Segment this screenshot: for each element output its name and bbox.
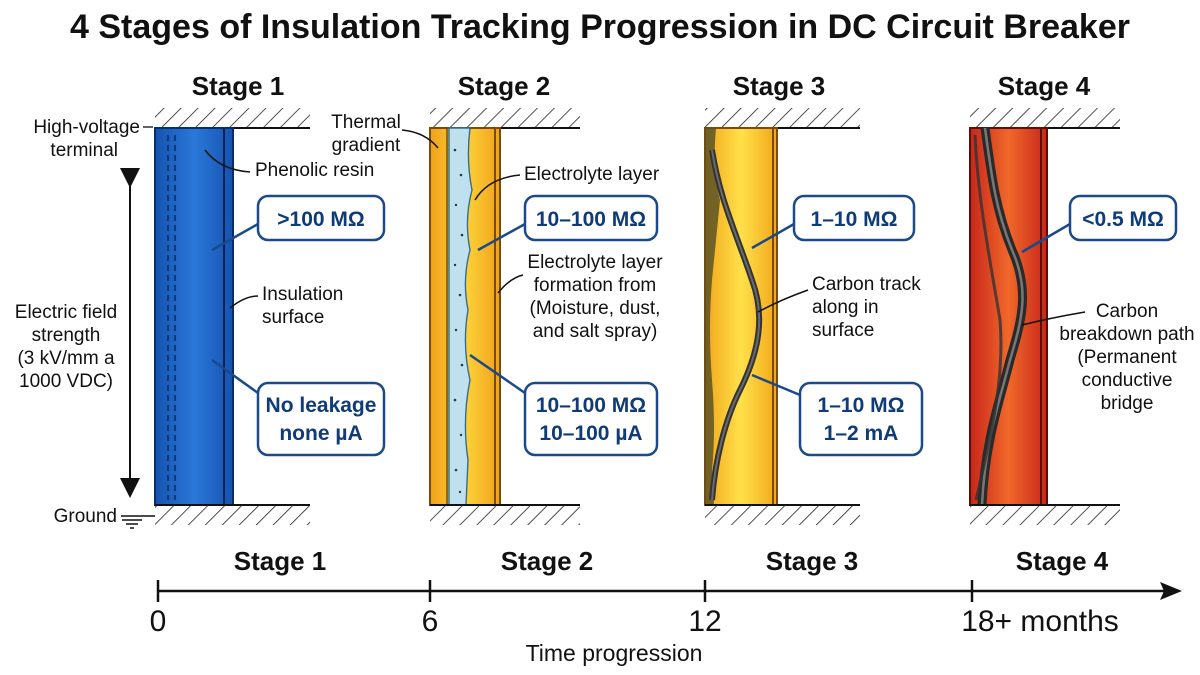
field-label-4: 1000 VDC) — [19, 371, 113, 392]
stage-3-top-label: Stage 3 — [733, 71, 826, 101]
stage-3-panel: Stage 3 Carbon track along in surface 1–… — [704, 71, 924, 576]
bottom-ground-hatch — [430, 505, 580, 525]
thermal-label-2: gradient — [332, 135, 401, 156]
insulation-surface-label-2: surface — [262, 307, 324, 328]
resistance-value: 10–100 MΩ — [536, 208, 646, 231]
hv-terminal-label-2: terminal — [50, 140, 118, 161]
top-terminal-hatch — [970, 108, 1120, 128]
resistance-callout — [792, 194, 916, 242]
leakage-line-2: 10–100 µA — [539, 422, 642, 445]
stage-1-bottom-label: Stage 1 — [234, 546, 327, 576]
formation-label-1: Electrolyte layer — [527, 252, 663, 273]
stage-2-bottom-label: Stage 2 — [501, 546, 594, 576]
carbon-label-2: along in — [812, 297, 879, 318]
resistance-value: <0.5 MΩ — [1082, 208, 1164, 231]
breakdown-label-5: bridge — [1101, 393, 1154, 414]
thermal-label-1: Thermal — [331, 112, 401, 133]
electrolyte-layer — [448, 127, 473, 506]
resistance-callout — [1068, 194, 1178, 242]
carbon-label-1: Carbon track — [812, 274, 921, 295]
ground-label: Ground — [54, 506, 117, 527]
formation-label-3: (Moisture, dust, — [530, 298, 661, 319]
leakage-line-2: none µA — [279, 422, 362, 445]
stage-2-panel: Stage 2 Thermal gradient Electrolyte lay… — [331, 71, 663, 576]
formation-label-2: formation from — [534, 275, 656, 296]
breakdown-label-1: Carbon — [1096, 301, 1158, 322]
tick-label: 0 — [150, 605, 167, 638]
top-terminal-hatch — [705, 108, 860, 128]
timeline: 0 6 12 18+ months Time progression — [150, 580, 1182, 666]
bottom-ground-hatch — [705, 505, 860, 525]
resin-block — [969, 127, 1048, 506]
breakdown-label-4: conductive — [1082, 370, 1173, 391]
stage-1-panel: Stage 1 High-voltage terminal Phenolic r… — [15, 71, 386, 576]
breakdown-label-2: breakdown path — [1059, 324, 1194, 345]
tick-label: 6 — [422, 605, 439, 638]
resistance-callout — [523, 194, 659, 242]
carbon-label-3: surface — [812, 320, 874, 341]
stage-2-top-label: Stage 2 — [458, 71, 551, 101]
stage-4-top-label: Stage 4 — [998, 71, 1091, 101]
stage-1-top-label: Stage 1 — [192, 71, 285, 101]
leakage-line-2: 1–2 mA — [824, 422, 899, 445]
electrolyte-particles — [453, 148, 464, 494]
resistance-value: >100 MΩ — [277, 208, 364, 231]
leakage-callout — [798, 381, 924, 457]
breakdown-label-3: (Permanent — [1077, 347, 1177, 368]
resistance-callout — [256, 194, 386, 242]
hv-terminal-label-1: High-voltage — [33, 117, 140, 138]
tick-label: 18+ months — [961, 605, 1119, 638]
bottom-ground-hatch — [970, 505, 1120, 525]
field-label-1: Electric field — [15, 302, 117, 323]
page-title: 4 Stages of Insulation Tracking Progress… — [70, 8, 1130, 46]
formation-label-4: and salt spray) — [533, 321, 658, 342]
phenolic-resin-block — [154, 127, 234, 506]
top-terminal-hatch — [155, 108, 310, 128]
leakage-callout — [523, 381, 659, 457]
ground-icon — [121, 515, 155, 529]
tick-label: 12 — [688, 605, 721, 638]
insulation-surface-label-1: Insulation — [262, 284, 343, 305]
field-label-2: strength — [32, 325, 101, 346]
axis-title: Time progression — [526, 640, 703, 666]
leakage-callout — [256, 381, 386, 457]
timeline-arrow-icon — [1160, 582, 1182, 600]
stage-3-bottom-label: Stage 3 — [766, 546, 859, 576]
top-terminal-hatch — [430, 108, 580, 128]
carbon-deposit — [705, 128, 720, 505]
leakage-line-1: 10–100 MΩ — [536, 394, 646, 417]
leakage-line-1: 1–10 MΩ — [818, 394, 905, 417]
bottom-ground-hatch — [155, 505, 310, 525]
field-label-3: (3 kV/mm a — [17, 348, 115, 369]
resistance-value: 1–10 MΩ — [811, 208, 898, 231]
stage-4-panel: Stage 4 Carbon breakdown path (Permanent… — [969, 71, 1195, 576]
stage-4-bottom-label: Stage 4 — [1016, 546, 1109, 576]
leakage-line-1: No leakage — [266, 394, 377, 417]
phenolic-resin-label: Phenolic resin — [255, 160, 374, 181]
electrolyte-label: Electrolyte layer — [524, 164, 660, 185]
